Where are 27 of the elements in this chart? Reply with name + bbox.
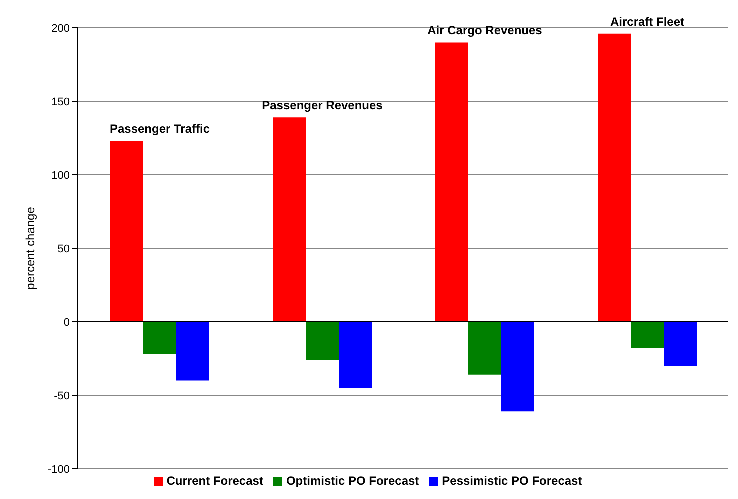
legend-label: Optimistic PO Forecast (286, 474, 420, 488)
x-tick-label: Passenger Revenues (262, 98, 384, 113)
x-tick-label: Air Cargo Revenues (428, 24, 543, 38)
legend-label: Current Forecast (166, 474, 264, 488)
bar (436, 42, 468, 322)
y-tick-label: -50 (54, 390, 70, 402)
y-tick-label: -100 (48, 464, 70, 476)
bar (273, 118, 306, 322)
bar (598, 34, 631, 322)
bar (306, 322, 339, 360)
bar (176, 322, 210, 381)
legend-label: Pessimistic PO Forecast (442, 474, 582, 488)
y-tick-label: 100 (52, 170, 70, 182)
y-tick-label: 50 (58, 243, 70, 256)
x-tick-label: Passenger Traffic (110, 122, 210, 136)
bar (339, 322, 372, 388)
y-tick-label: 200 (52, 22, 70, 35)
y-axis-title: percent change (23, 206, 38, 290)
bar (468, 322, 502, 375)
y-tick-label: 150 (52, 96, 70, 108)
bar (110, 141, 144, 322)
bar (631, 322, 664, 348)
bar (144, 322, 176, 354)
y-tick-label: 0 (64, 316, 70, 329)
bar (664, 322, 697, 366)
bar (502, 322, 534, 412)
x-tick-label: Aircraft Fleet (610, 14, 685, 29)
